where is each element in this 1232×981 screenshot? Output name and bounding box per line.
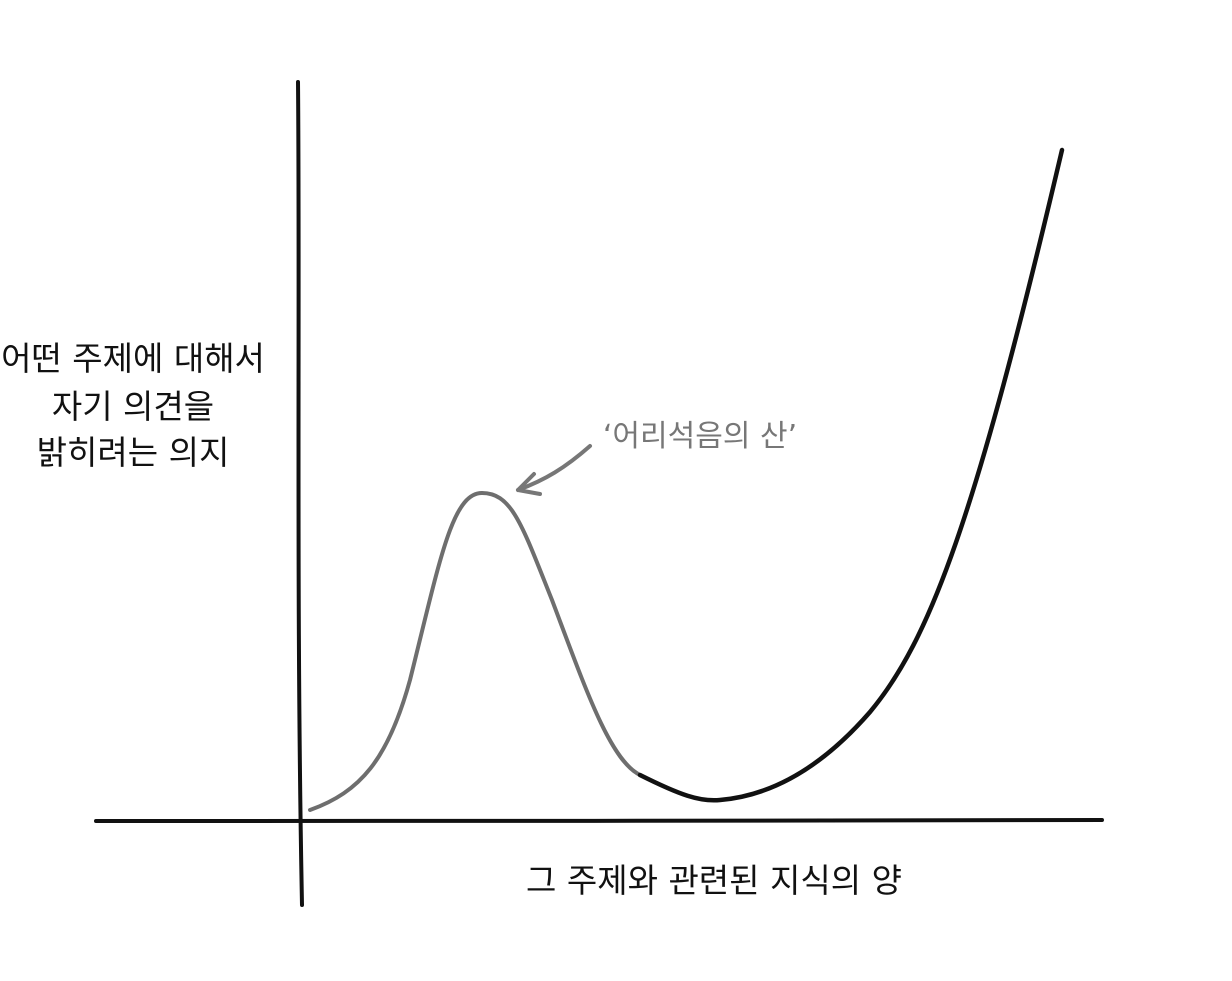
curve-peak [308, 490, 642, 812]
curve-rise [637, 147, 1065, 803]
y-axis [296, 80, 304, 907]
y-label-line: 자기 의견을 [52, 387, 214, 426]
y-label-line: 어떤 주제에 대해서 [1, 339, 265, 378]
x-axis [94, 818, 1104, 824]
annotation-arrow [516, 444, 592, 492]
arrow-head [516, 472, 542, 496]
y-label-line: 밝히려는 의지 [37, 433, 230, 472]
x-label: 그 주제와 관련된 지식의 양 [526, 861, 902, 900]
annotation: ‘어리석음의 산’ [603, 419, 797, 454]
